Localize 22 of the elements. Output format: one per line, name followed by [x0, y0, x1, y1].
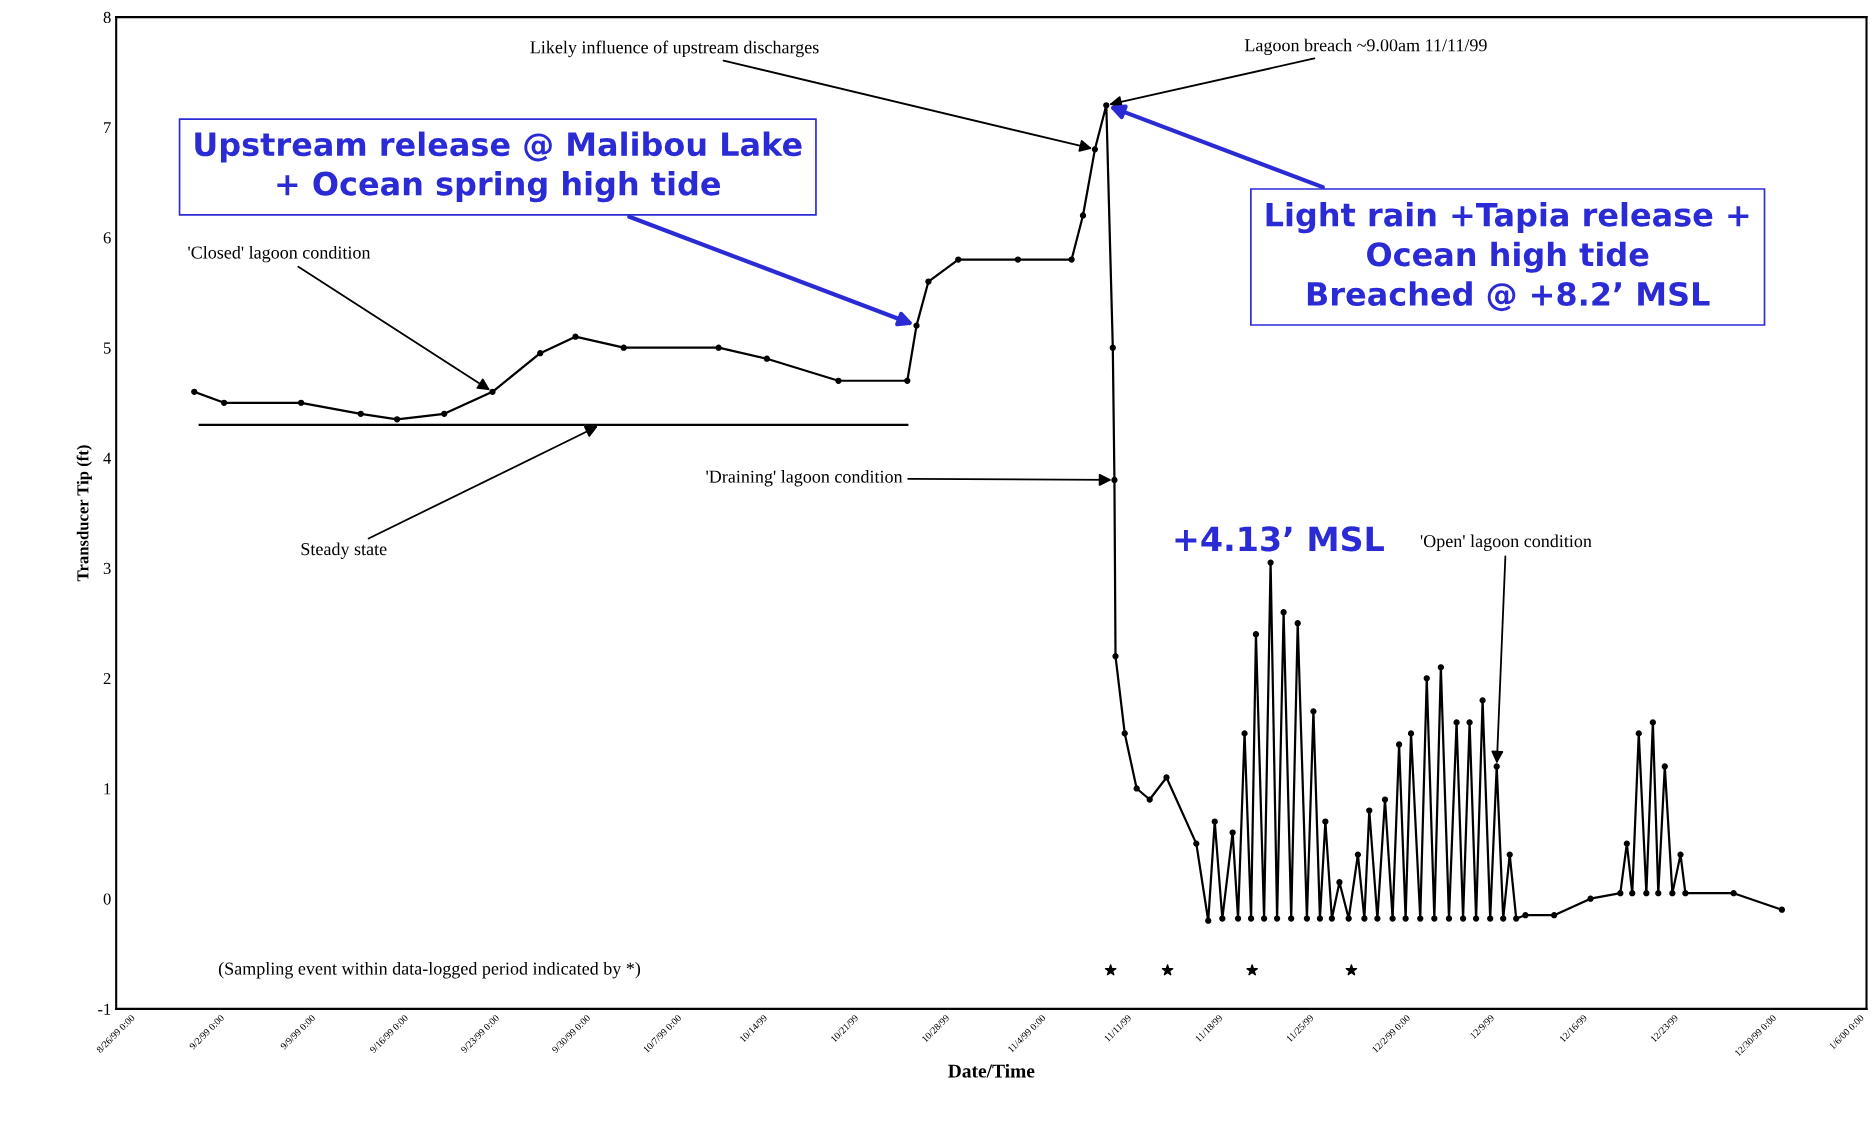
y-tick-label: 4: [103, 452, 112, 464]
y-tick-label: 0: [103, 893, 111, 905]
y-tick-label: 5: [103, 342, 111, 354]
x-axis-title: Date/Time: [948, 1063, 1035, 1078]
annotation: Likely influence of upstream discharges: [530, 40, 819, 58]
y-tick-label: 7: [104, 122, 111, 134]
y-tick-label: -1: [98, 1003, 111, 1015]
y-tick-label: 6: [103, 232, 111, 244]
annotation: 'Draining' lagoon condition: [706, 470, 903, 487]
annotation: 'Open' lagoon condition: [1420, 534, 1592, 551]
y-tick-label: 2: [103, 673, 111, 685]
y-tick-label: 3: [103, 562, 111, 575]
annotation: Lagoon breach ~9.00am 11/11/99: [1244, 38, 1487, 56]
annotation: 'Closed' lagoon condition: [188, 245, 371, 263]
y-tick-label: 1: [104, 783, 111, 795]
annotation: Upstream release @ Malibou Lake + Ocean spring high tide: [195, 131, 802, 203]
annotation: Light rain +Tapia release + Ocean high tide Breached @ +8.2’ MSL: [1266, 202, 1749, 312]
y-axis-title: Transducer Tip (ft): [76, 445, 92, 582]
annotation: Steady state: [301, 542, 387, 559]
annotation: (Sampling event within data-logged period indicated by *): [218, 962, 641, 979]
annotation: +4.13’ MSL: [1175, 526, 1384, 552]
y-tick-label: 8: [103, 11, 111, 24]
